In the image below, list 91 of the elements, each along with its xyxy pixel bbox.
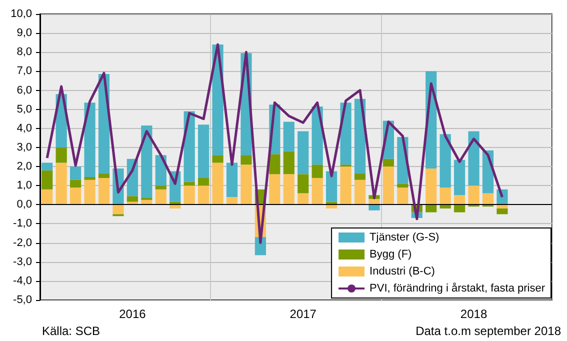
bar — [269, 154, 280, 174]
legend-label: Tjänster (G-S) — [370, 232, 440, 244]
bar — [382, 158, 394, 167]
y-tick-label: 9,0 — [16, 27, 32, 40]
bar — [42, 170, 53, 190]
bar — [155, 155, 166, 186]
legend-label: Industri (B-C) — [370, 266, 435, 278]
y-tick-label: -5,0 — [13, 294, 32, 306]
bar — [240, 164, 252, 205]
bar — [126, 196, 138, 202]
y-tick-label: 7,0 — [16, 65, 32, 78]
bar — [397, 188, 408, 205]
bar — [141, 126, 152, 198]
x-tick-label: 2017 — [290, 307, 317, 321]
bar — [496, 208, 508, 214]
bar — [426, 204, 437, 212]
bar — [42, 189, 53, 205]
bar — [426, 168, 437, 205]
bar — [354, 173, 366, 180]
y-tick-label: -4,0 — [13, 274, 32, 287]
bar — [340, 166, 352, 205]
bar — [184, 182, 195, 186]
bar — [269, 174, 280, 205]
x-tick-label: 2016 — [119, 307, 146, 321]
y-tick-label: 8,0 — [16, 46, 32, 58]
bar — [298, 193, 309, 205]
y-tick-label: -3,0 — [13, 256, 32, 268]
bar — [70, 166, 82, 180]
y-tick-label: -1,0 — [13, 218, 32, 230]
y-tick-label: 1,0 — [16, 180, 32, 192]
bar — [198, 186, 210, 205]
bar — [440, 134, 451, 188]
x-tick-label: 2018 — [460, 307, 488, 321]
bar — [283, 174, 294, 205]
bar — [312, 164, 323, 178]
bar — [454, 195, 466, 205]
y-tick-label: 4,0 — [16, 122, 32, 134]
bar — [312, 178, 323, 205]
bar — [155, 189, 166, 205]
bar — [212, 155, 224, 163]
bar — [440, 188, 451, 205]
y-tick-label: 5,0 — [16, 103, 32, 116]
y-tick-label: 3,0 — [16, 141, 32, 154]
bar — [326, 171, 338, 202]
y-tick-label: 10,0 — [10, 8, 32, 20]
bar — [283, 122, 294, 152]
bar — [42, 162, 53, 170]
bar — [298, 174, 309, 194]
bar — [226, 197, 238, 205]
bar — [298, 131, 309, 174]
bar — [283, 151, 294, 174]
bar — [382, 166, 394, 205]
bar — [198, 178, 210, 186]
y-tick-label: 2,0 — [16, 160, 32, 173]
bar — [84, 177, 96, 180]
bar — [170, 204, 181, 208]
text: Källa: SCB — [42, 324, 100, 338]
bar — [240, 155, 252, 165]
bar — [56, 162, 67, 205]
bar — [482, 193, 494, 205]
bar — [198, 124, 210, 178]
y-tick-label: 6,0 — [16, 84, 32, 96]
bar — [84, 180, 96, 205]
bar — [84, 102, 96, 178]
bar — [354, 180, 366, 205]
bar — [397, 184, 408, 188]
y-tick-label: 0,0 — [16, 198, 32, 211]
bar — [468, 131, 480, 186]
bar — [155, 186, 166, 190]
bar — [98, 173, 110, 178]
text: Data t.o.m september 2018 — [416, 324, 562, 338]
line-series — [46, 43, 504, 244]
bar — [212, 162, 224, 205]
bar — [98, 178, 110, 205]
bar — [184, 186, 195, 205]
bar — [70, 180, 82, 188]
bar — [56, 147, 67, 163]
y-tick-label: -2,0 — [13, 236, 32, 249]
bar — [440, 204, 451, 208]
bar — [496, 204, 508, 208]
bar — [454, 160, 466, 196]
bar — [454, 204, 466, 212]
legend-label: PVI, förändring i årstakt, fasta priser — [370, 282, 546, 294]
bar — [368, 204, 380, 210]
bar — [112, 204, 124, 214]
bar — [70, 188, 82, 205]
legend-label: Bygg (F) — [370, 248, 412, 260]
bar — [468, 186, 480, 205]
bar — [226, 162, 238, 198]
bar — [326, 204, 338, 208]
bar — [368, 198, 380, 205]
